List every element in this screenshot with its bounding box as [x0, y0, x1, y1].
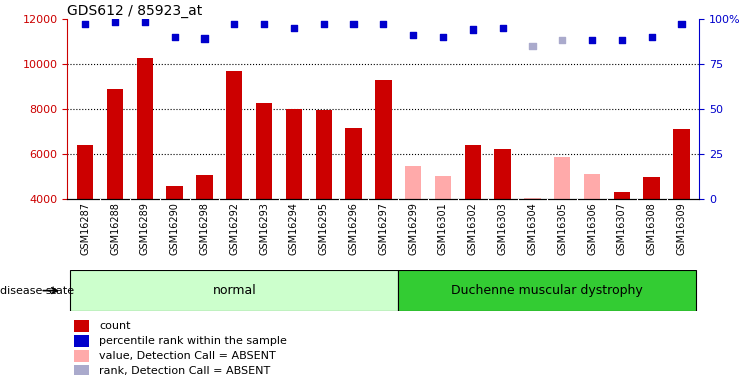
Bar: [554, 157, 571, 199]
Point: [228, 21, 240, 27]
Point: [646, 34, 657, 40]
Bar: [167, 186, 183, 199]
Bar: [405, 166, 421, 199]
Text: GSM16295: GSM16295: [319, 202, 328, 255]
Text: GSM16309: GSM16309: [676, 202, 687, 255]
Bar: [286, 109, 302, 199]
Text: GSM16287: GSM16287: [80, 202, 91, 255]
Bar: [398, 270, 696, 311]
Text: GSM16293: GSM16293: [259, 202, 269, 255]
Bar: [137, 58, 153, 199]
Bar: [673, 129, 690, 199]
Point: [198, 36, 210, 42]
Point: [377, 21, 389, 27]
Text: GSM16305: GSM16305: [557, 202, 567, 255]
Point: [586, 38, 598, 44]
Bar: [584, 174, 600, 199]
Bar: [346, 128, 362, 199]
Point: [258, 21, 270, 27]
Text: count: count: [99, 321, 130, 331]
Text: disease state: disease state: [0, 286, 74, 296]
Text: GSM16308: GSM16308: [647, 202, 657, 255]
Point: [557, 38, 568, 44]
Text: value, Detection Call = ABSENT: value, Detection Call = ABSENT: [99, 351, 276, 361]
Point: [675, 21, 687, 27]
Point: [407, 32, 419, 38]
Text: normal: normal: [212, 284, 256, 297]
Text: percentile rank within the sample: percentile rank within the sample: [99, 336, 286, 346]
Bar: [196, 175, 212, 199]
Text: GDS612 / 85923_at: GDS612 / 85923_at: [67, 4, 203, 18]
Bar: [73, 350, 90, 362]
Text: GSM16289: GSM16289: [140, 202, 150, 255]
Point: [527, 43, 539, 49]
Bar: [494, 149, 511, 199]
Bar: [643, 177, 660, 199]
Point: [139, 20, 151, 26]
Point: [497, 25, 509, 31]
Text: GSM16294: GSM16294: [289, 202, 299, 255]
Point: [168, 34, 180, 40]
Bar: [465, 145, 481, 199]
Bar: [73, 335, 90, 347]
Point: [288, 25, 300, 31]
Point: [348, 21, 360, 27]
Text: GSM16303: GSM16303: [497, 202, 508, 255]
Point: [109, 20, 121, 26]
Text: GSM16290: GSM16290: [170, 202, 180, 255]
Point: [437, 34, 449, 40]
Bar: [107, 88, 123, 199]
Bar: [256, 103, 272, 199]
Text: GSM16304: GSM16304: [527, 202, 537, 255]
Text: GSM16299: GSM16299: [408, 202, 418, 255]
Text: GSM16306: GSM16306: [587, 202, 597, 255]
Text: GSM16302: GSM16302: [468, 202, 478, 255]
Point: [467, 27, 479, 33]
Bar: [435, 176, 451, 199]
Bar: [613, 192, 630, 199]
Bar: [77, 145, 94, 199]
Text: Duchenne muscular dystrophy: Duchenne muscular dystrophy: [452, 284, 643, 297]
Text: GSM16298: GSM16298: [200, 202, 209, 255]
Point: [79, 21, 91, 27]
Text: GSM16288: GSM16288: [110, 202, 120, 255]
Point: [616, 38, 628, 44]
Bar: [73, 320, 90, 332]
Text: GSM16292: GSM16292: [230, 202, 239, 255]
Bar: [70, 270, 398, 311]
Bar: [316, 110, 332, 199]
Text: rank, Detection Call = ABSENT: rank, Detection Call = ABSENT: [99, 366, 270, 375]
Text: GSM16297: GSM16297: [378, 202, 388, 255]
Bar: [73, 365, 90, 375]
Bar: [226, 70, 242, 199]
Bar: [375, 80, 391, 199]
Point: [318, 21, 330, 27]
Bar: [524, 198, 541, 199]
Text: GSM16307: GSM16307: [617, 202, 627, 255]
Text: GSM16296: GSM16296: [349, 202, 358, 255]
Text: GSM16301: GSM16301: [438, 202, 448, 255]
